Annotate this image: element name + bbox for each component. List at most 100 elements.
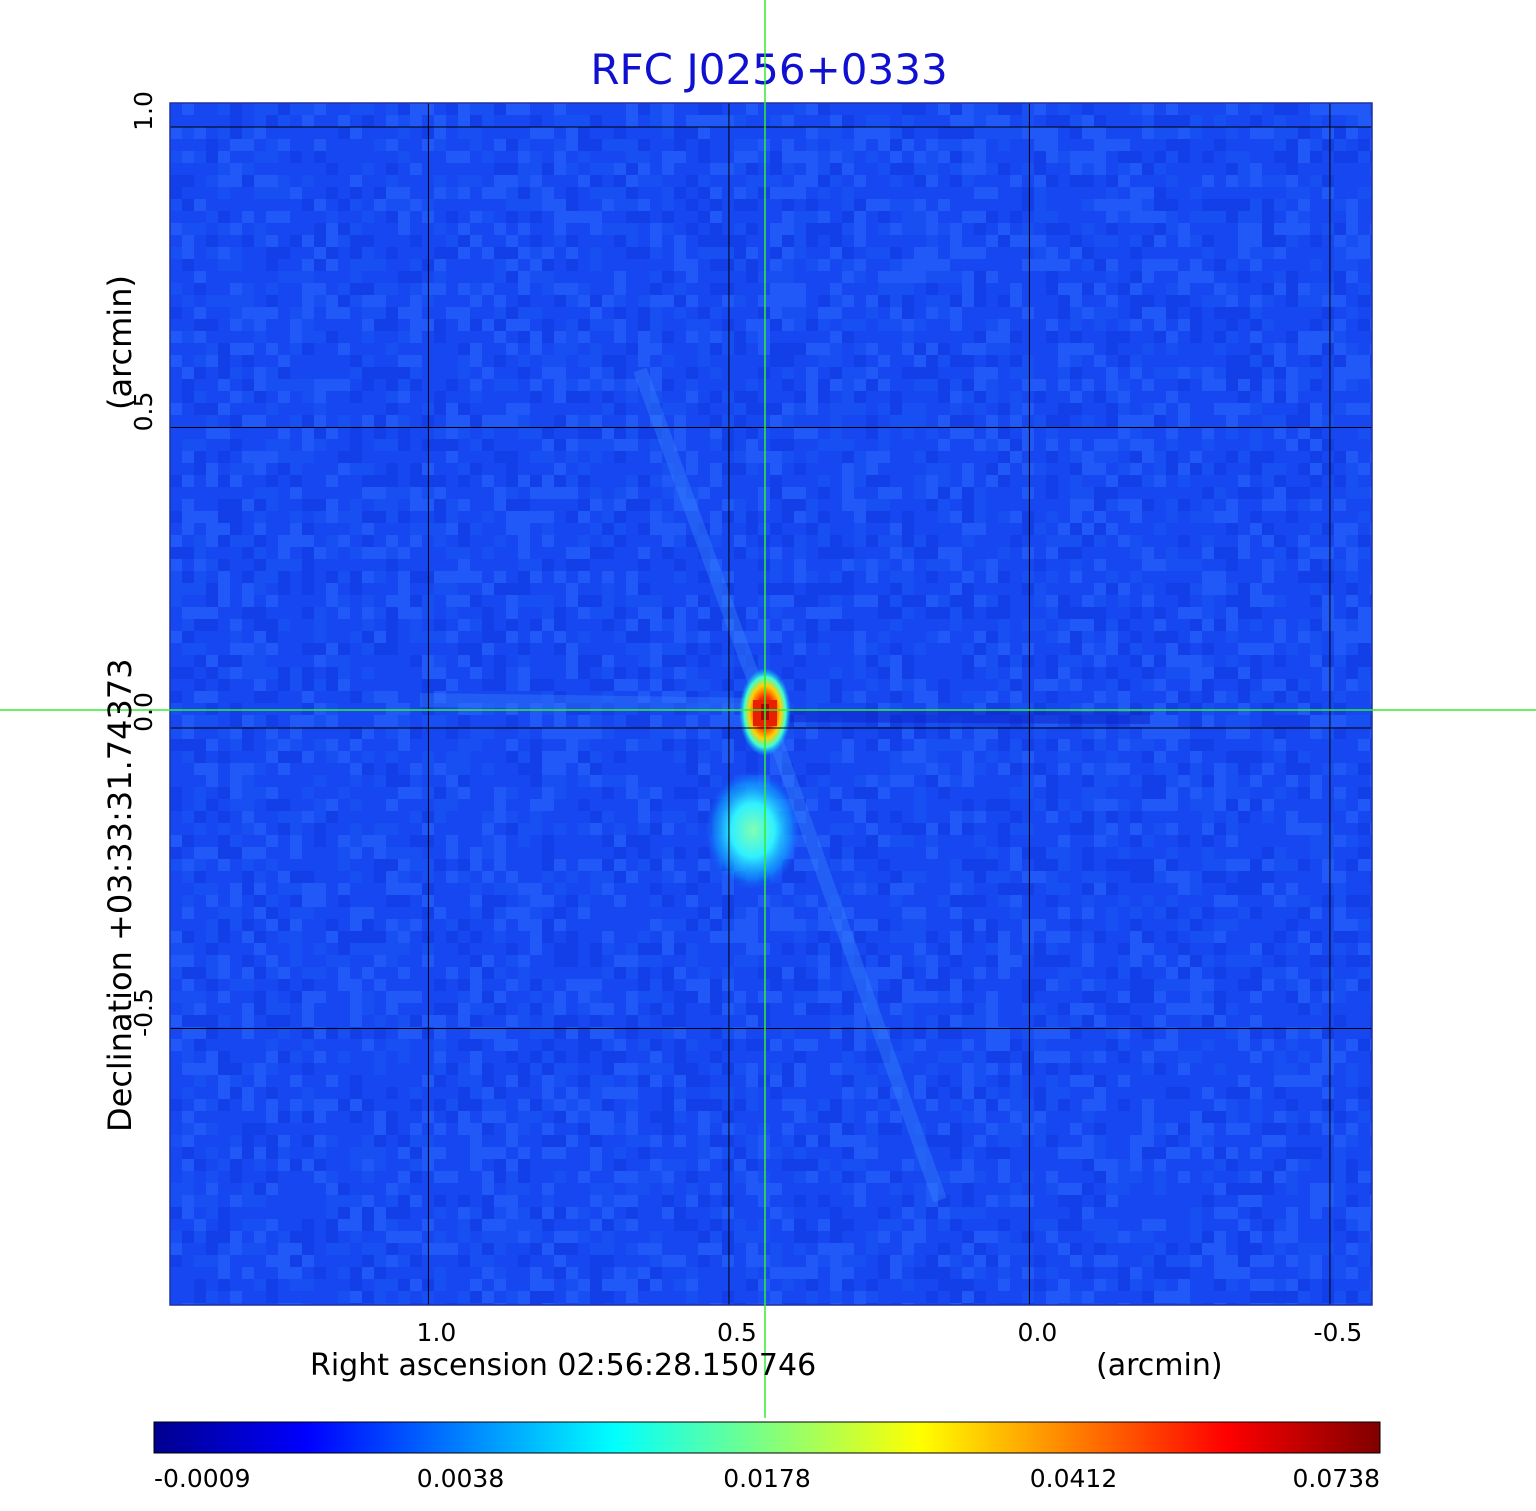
noise-cell — [806, 1135, 818, 1147]
noise-cell — [878, 379, 890, 391]
noise-cell — [1322, 679, 1334, 691]
noise-cell — [518, 331, 530, 343]
noise-cell — [1010, 295, 1022, 307]
noise-cell — [470, 1027, 482, 1039]
noise-cell — [1190, 763, 1202, 775]
noise-cell — [470, 1063, 482, 1075]
noise-cell — [962, 499, 974, 511]
noise-cell — [1286, 187, 1298, 199]
noise-cell — [578, 1027, 590, 1039]
noise-cell — [1154, 727, 1166, 739]
noise-cell — [578, 763, 590, 775]
noise-cell — [1358, 235, 1370, 247]
noise-cell — [1334, 271, 1346, 283]
noise-cell — [230, 715, 242, 727]
noise-cell — [1070, 1003, 1082, 1015]
noise-cell — [614, 535, 626, 547]
noise-cell — [386, 751, 398, 763]
noise-cell — [794, 991, 806, 1003]
noise-cell — [1190, 463, 1202, 475]
noise-cell — [1070, 511, 1082, 523]
noise-cell — [1178, 463, 1190, 475]
noise-cell — [266, 715, 278, 727]
noise-cell — [1106, 523, 1118, 535]
noise-cell — [458, 1075, 470, 1087]
noise-cell — [410, 463, 422, 475]
noise-cell — [194, 391, 206, 403]
noise-cell — [806, 175, 818, 187]
noise-cell — [758, 967, 770, 979]
noise-cell — [734, 607, 746, 619]
noise-cell — [866, 811, 878, 823]
noise-cell — [578, 295, 590, 307]
noise-cell — [866, 199, 878, 211]
noise-cell — [350, 1099, 362, 1111]
noise-cell — [818, 307, 830, 319]
noise-cell — [242, 775, 254, 787]
noise-cell — [1118, 619, 1130, 631]
noise-cell — [830, 571, 842, 583]
noise-cell — [638, 199, 650, 211]
noise-cell — [746, 151, 758, 163]
noise-cell — [554, 907, 566, 919]
noise-cell — [1334, 931, 1346, 943]
noise-cell — [1226, 379, 1238, 391]
noise-cell — [530, 451, 542, 463]
noise-cell — [1226, 799, 1238, 811]
noise-cell — [1082, 451, 1094, 463]
noise-cell — [566, 547, 578, 559]
noise-cell — [914, 1123, 926, 1135]
noise-cell — [1070, 679, 1082, 691]
noise-cell — [278, 979, 290, 991]
noise-cell — [278, 919, 290, 931]
noise-cell — [362, 319, 374, 331]
noise-cell — [938, 763, 950, 775]
noise-cell — [362, 571, 374, 583]
noise-cell — [386, 763, 398, 775]
noise-cell — [1118, 1051, 1130, 1063]
noise-cell — [1178, 271, 1190, 283]
noise-cell — [950, 1027, 962, 1039]
noise-cell — [1190, 775, 1202, 787]
noise-cell — [506, 667, 518, 679]
noise-cell — [998, 1099, 1010, 1111]
noise-cell — [734, 1099, 746, 1111]
noise-cell — [938, 979, 950, 991]
noise-cell — [1202, 787, 1214, 799]
noise-cell — [962, 739, 974, 751]
noise-cell — [506, 1051, 518, 1063]
noise-cell — [962, 391, 974, 403]
noise-cell — [386, 391, 398, 403]
noise-cell — [542, 799, 554, 811]
noise-cell — [1190, 703, 1202, 715]
noise-cell — [1166, 343, 1178, 355]
noise-cell — [518, 427, 530, 439]
noise-cell — [566, 115, 578, 127]
noise-cell — [1370, 715, 1372, 727]
noise-cell — [434, 583, 446, 595]
noise-cell — [722, 571, 734, 583]
noise-cell — [734, 223, 746, 235]
noise-cell — [1358, 103, 1370, 115]
noise-cell — [986, 211, 998, 223]
noise-cell — [338, 379, 350, 391]
noise-cell — [926, 823, 938, 835]
noise-cell — [1346, 1075, 1358, 1087]
noise-cell — [998, 1039, 1010, 1051]
noise-cell — [890, 1087, 902, 1099]
noise-cell — [1250, 595, 1262, 607]
noise-cell — [842, 1087, 854, 1099]
noise-cell — [566, 451, 578, 463]
noise-cell — [314, 883, 326, 895]
noise-cell — [722, 427, 734, 439]
noise-cell — [218, 499, 230, 511]
noise-cell — [1370, 1051, 1372, 1063]
noise-cell — [626, 427, 638, 439]
noise-cell — [326, 1075, 338, 1087]
noise-cell — [458, 127, 470, 139]
noise-cell — [254, 991, 266, 1003]
noise-cell — [302, 1087, 314, 1099]
noise-cell — [722, 967, 734, 979]
noise-cell — [686, 487, 698, 499]
noise-cell — [1094, 199, 1106, 211]
